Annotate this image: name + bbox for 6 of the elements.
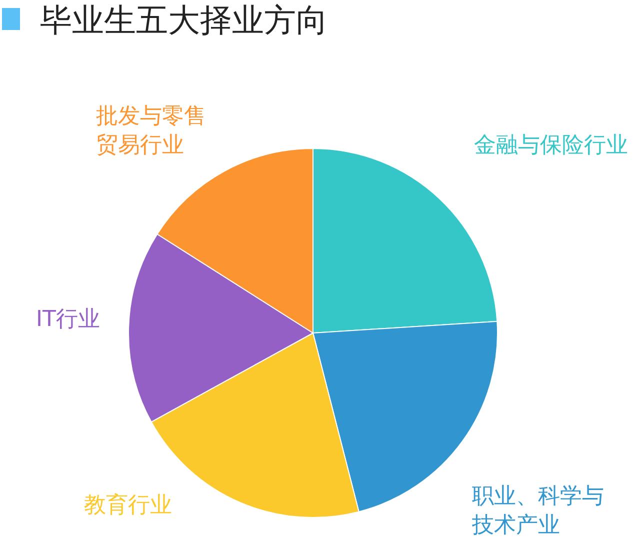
- slice-label: 金融与保险行业: [474, 132, 629, 160]
- slice-label: 教育行业: [84, 492, 173, 520]
- slice-label: IT行业: [36, 306, 101, 334]
- slice-label: 批发与零售贸易行业: [96, 103, 207, 160]
- chart-title: 毕业生五大择业方向: [40, 1, 328, 39]
- slice-label: 职业、科学与技术产业: [472, 483, 605, 540]
